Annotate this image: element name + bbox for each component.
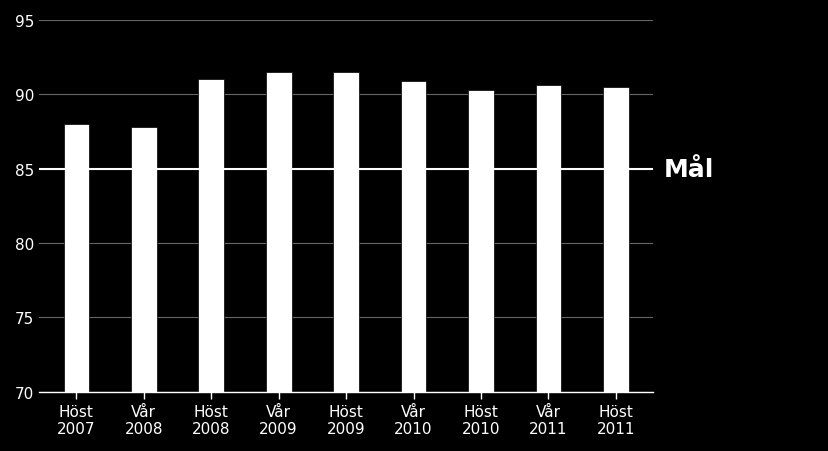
Bar <box>468 91 493 392</box>
Bar <box>333 73 359 392</box>
Bar <box>131 128 156 392</box>
Bar <box>400 82 426 392</box>
Bar <box>266 73 291 392</box>
Bar <box>603 88 628 392</box>
Text: Mål: Mål <box>663 157 714 181</box>
Bar <box>64 125 89 392</box>
Bar <box>535 86 561 392</box>
Bar <box>198 80 224 392</box>
